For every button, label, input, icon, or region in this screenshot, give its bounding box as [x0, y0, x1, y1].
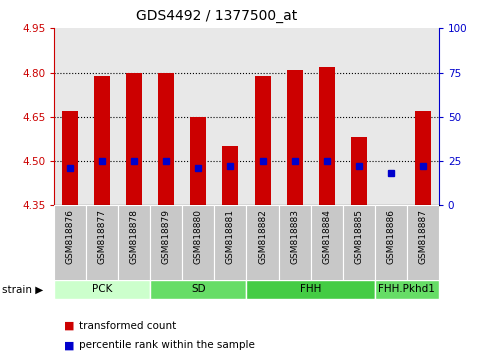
Text: GSM818883: GSM818883 [290, 209, 299, 264]
Bar [343, 205, 375, 281]
Text: GSM818885: GSM818885 [354, 209, 363, 264]
Bar [182, 205, 214, 281]
Text: GSM818876: GSM818876 [66, 209, 75, 264]
Text: percentile rank within the sample: percentile rank within the sample [79, 340, 255, 350]
Bar [158, 73, 175, 205]
Text: PCK: PCK [92, 284, 112, 295]
Bar [150, 280, 246, 299]
Bar [254, 75, 271, 205]
Text: strain ▶: strain ▶ [2, 284, 44, 295]
Bar [318, 67, 335, 205]
Bar [222, 146, 239, 205]
Bar [54, 280, 150, 299]
Bar [407, 205, 439, 281]
Bar [150, 205, 182, 281]
Bar [54, 205, 86, 281]
Text: GSM818887: GSM818887 [418, 209, 427, 264]
Bar [246, 280, 375, 299]
Bar [62, 111, 78, 205]
Text: GSM818884: GSM818884 [322, 209, 331, 264]
Bar [415, 111, 431, 205]
Bar [375, 280, 439, 299]
Text: GSM818878: GSM818878 [130, 209, 139, 264]
Bar [126, 73, 142, 205]
Text: ■: ■ [64, 340, 74, 350]
Bar [246, 205, 279, 281]
Bar [214, 205, 246, 281]
Bar [118, 205, 150, 281]
Text: GDS4492 / 1377500_at: GDS4492 / 1377500_at [136, 9, 298, 23]
Text: GSM818877: GSM818877 [98, 209, 107, 264]
Text: ■: ■ [64, 321, 74, 331]
Text: SD: SD [191, 284, 206, 295]
Text: FHH.Pkhd1: FHH.Pkhd1 [378, 284, 435, 295]
Bar [86, 205, 118, 281]
Text: transformed count: transformed count [79, 321, 176, 331]
Text: GSM818882: GSM818882 [258, 209, 267, 264]
Bar [351, 137, 367, 205]
Bar [375, 205, 407, 281]
Bar [94, 75, 110, 205]
Text: GSM818881: GSM818881 [226, 209, 235, 264]
Bar [286, 70, 303, 205]
Text: GSM818880: GSM818880 [194, 209, 203, 264]
Text: GSM818886: GSM818886 [386, 209, 395, 264]
Text: FHH: FHH [300, 284, 321, 295]
Bar [190, 117, 207, 205]
Bar [311, 205, 343, 281]
Bar [279, 205, 311, 281]
Text: GSM818879: GSM818879 [162, 209, 171, 264]
